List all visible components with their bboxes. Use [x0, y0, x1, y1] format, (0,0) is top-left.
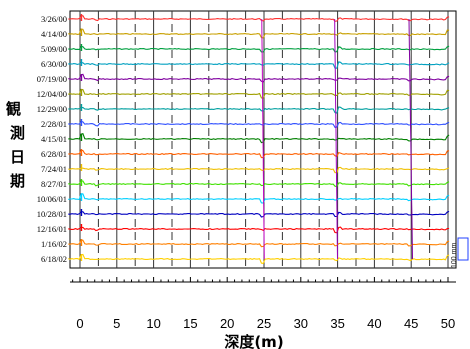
plot-border: [69, 10, 457, 269]
scale-bar: 100 mm: [451, 237, 469, 268]
series-line: [68, 120, 450, 129]
date-label: 12/29/00: [37, 104, 67, 114]
x-tick-label: 30: [294, 316, 308, 331]
ylabel-char-4: 期: [10, 172, 25, 190]
series-line: [68, 61, 450, 69]
series-line: [68, 210, 450, 218]
x-tick-label: 35: [330, 316, 344, 331]
x-tick-label: 5: [113, 316, 120, 331]
date-label: 6/18/02: [41, 254, 67, 264]
date-label: 12/16/01: [37, 224, 67, 234]
series-line: [68, 166, 450, 174]
y-axis-title: 観 測 日 期: [6, 100, 25, 190]
series-line: [68, 239, 450, 248]
date-label: 5/09/00: [41, 44, 67, 54]
depth-gridlines: [79, 11, 449, 268]
x-tick-label: 20: [220, 316, 234, 331]
x-axis-title: 深度(m): [224, 333, 283, 349]
series-line: [68, 180, 450, 188]
series-line: [68, 45, 450, 53]
series-line: [68, 226, 450, 234]
x-tick-label: 45: [404, 316, 418, 331]
ylabel-char-2: 測: [10, 124, 25, 142]
deformation-trace: [408, 18, 413, 260]
ylabel-char-3: 日: [10, 148, 25, 166]
series-line: [68, 253, 450, 265]
series-line: [68, 106, 450, 114]
scale-bar-label: 100 mm: [451, 243, 458, 268]
date-label: 4/14/00: [41, 29, 67, 39]
series-line: [68, 88, 450, 99]
deformation-trace: [261, 18, 265, 260]
date-label: 4/15/01: [41, 134, 67, 144]
deformation-trace: [334, 18, 338, 260]
series-line: [68, 149, 450, 159]
scale-bar-box: [457, 237, 469, 261]
date-label: 2/28/01: [41, 119, 67, 129]
series-line: [68, 133, 450, 144]
x-tick-label: 10: [146, 316, 160, 331]
date-label: 12/04/00: [37, 89, 67, 99]
date-label: 3/26/00: [41, 14, 67, 24]
x-tick-label: 25: [257, 316, 271, 331]
date-labels: 3/26/00 4/14/00 5/09/00 6/30/00 07/19/00 12/0…: [37, 14, 67, 264]
date-label: 1/16/02: [41, 239, 67, 249]
series-group: [68, 14, 450, 265]
series-line: [68, 193, 450, 204]
plot-frame: [69, 10, 457, 283]
x-axis: 0 5 10 15 20 25 30 35 40 45 50: [72, 277, 455, 331]
date-label: 6/28/01: [41, 149, 67, 159]
date-label: 8/27/01: [41, 179, 67, 189]
date-label: 10/28/01: [37, 209, 67, 219]
x-tick-label: 50: [441, 316, 455, 331]
date-label: 07/19/00: [37, 74, 67, 84]
series-line: [68, 28, 450, 39]
series-line: [68, 15, 450, 22]
ylabel-char-1: 観: [6, 100, 21, 118]
date-label: 10/06/01: [37, 194, 67, 204]
x-tick-label: 0: [76, 316, 83, 331]
series-line: [68, 73, 450, 83]
date-label: 6/30/00: [41, 59, 67, 69]
date-label: 7/24/01: [41, 164, 67, 174]
x-tick-label: 40: [367, 316, 381, 331]
x-tick-label: 15: [183, 316, 197, 331]
